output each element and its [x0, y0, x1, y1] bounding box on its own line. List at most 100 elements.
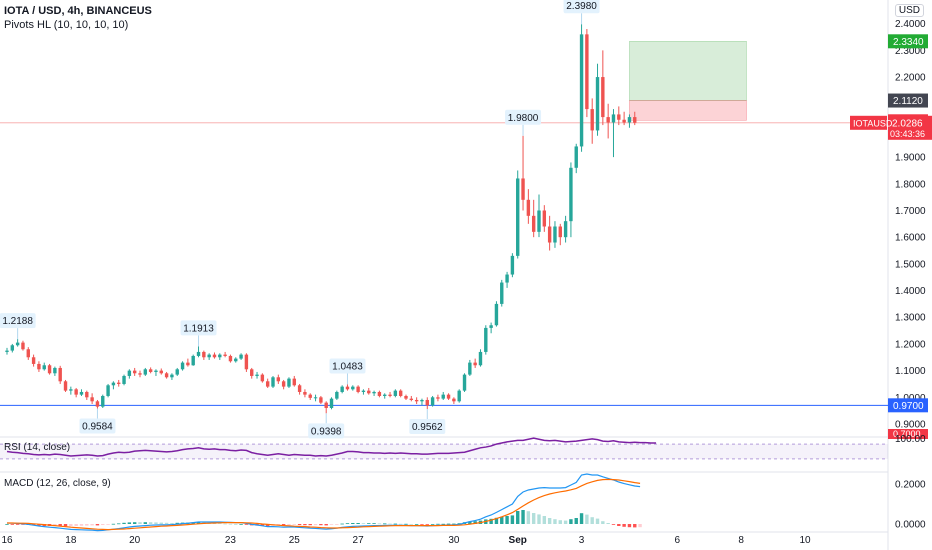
- macd-histogram-bar: [244, 524, 249, 525]
- y-tick-label: 1.1000: [895, 366, 926, 377]
- candle-body: [250, 369, 254, 376]
- candle-body: [622, 119, 626, 123]
- candle-body: [537, 210, 541, 232]
- candle-body: [425, 399, 429, 406]
- macd-histogram-bar: [356, 523, 360, 524]
- candle-body: [148, 369, 153, 372]
- candle-body: [356, 386, 360, 392]
- candle-body: [101, 395, 105, 407]
- y-tick-label: 1.0000: [895, 393, 926, 404]
- support-badge: [888, 398, 928, 413]
- candle-body: [10, 345, 15, 351]
- candle-body: [319, 397, 323, 403]
- currency-badge[interactable]: USD: [894, 4, 924, 17]
- candle-body: [457, 390, 461, 402]
- macd-histogram-bar: [627, 524, 632, 528]
- x-tick-label: 8: [738, 535, 744, 546]
- candle-body: [478, 351, 483, 366]
- candle-body: [313, 397, 318, 399]
- candle-body: [398, 390, 403, 396]
- candle-body: [69, 389, 73, 391]
- candle-body: [95, 401, 100, 407]
- macd-histogram-bar: [345, 523, 350, 524]
- candle-body: [191, 355, 195, 366]
- macd-histogram-bar: [585, 514, 589, 524]
- y-tick-label: 2.2000: [895, 73, 926, 84]
- candle-body: [542, 210, 547, 227]
- macd-histogram-bar: [329, 524, 334, 525]
- candle-body: [414, 399, 419, 402]
- candle-body: [590, 109, 594, 131]
- macd-histogram-bar: [595, 518, 600, 524]
- candle-body: [207, 354, 211, 358]
- candle-body: [212, 354, 217, 358]
- candle-body: [170, 374, 174, 378]
- macd-histogram-bar: [111, 523, 116, 525]
- candle-body: [494, 303, 499, 326]
- rsi-band: [0, 444, 888, 459]
- candle-body: [430, 397, 435, 406]
- symbol-title[interactable]: IOTA / USD, 4h, BINANCEUS: [4, 5, 152, 17]
- macd-histogram-bar: [15, 524, 20, 525]
- candle-body: [526, 199, 531, 216]
- candle-body: [393, 390, 398, 396]
- candle-body: [462, 374, 467, 391]
- x-tick-label: 18: [65, 535, 77, 546]
- macd-histogram-bar: [196, 522, 201, 524]
- macd-histogram-bar: [409, 524, 414, 525]
- macd-histogram-bar: [260, 524, 265, 526]
- candle-body: [47, 365, 52, 374]
- macd-histogram-bar: [414, 524, 419, 525]
- macd-histogram-bar: [90, 524, 94, 526]
- candle-body: [265, 381, 270, 387]
- macd-histogram-bar: [569, 519, 573, 524]
- macd-histogram-bar: [228, 523, 233, 525]
- macd-histogram-bar: [127, 522, 132, 524]
- candle-body: [595, 77, 600, 131]
- candle-body: [627, 117, 632, 123]
- candle-body: [510, 255, 515, 275]
- macd-histogram-bar: [313, 524, 318, 526]
- pivot-label-high: 1.1913: [183, 323, 214, 334]
- candle-body: [441, 394, 445, 399]
- rsi-label[interactable]: RSI (14, close): [4, 442, 71, 453]
- candle-body: [436, 397, 440, 399]
- pivot-label-box: [0, 313, 36, 329]
- candle-body: [335, 391, 339, 399]
- candle-body: [553, 226, 557, 243]
- candle-body: [388, 394, 392, 396]
- macd-histogram-bar: [547, 518, 552, 524]
- candle-body: [377, 391, 382, 396]
- macd-histogram-bar: [351, 523, 355, 524]
- macd-histogram-bar: [143, 522, 148, 524]
- macd-histogram-bar: [383, 523, 387, 525]
- macd-histogram-bar: [340, 523, 344, 525]
- macd-histogram-bar: [148, 522, 153, 524]
- macd-histogram-bar: [622, 524, 626, 527]
- candle-body: [234, 358, 238, 362]
- macd-label[interactable]: MACD (12, 26, close, 9): [4, 478, 111, 489]
- pivot-label-box: [79, 418, 116, 434]
- macd-histogram-bar: [159, 522, 163, 524]
- macd-histogram-bar: [404, 523, 408, 525]
- candle-body: [611, 114, 616, 123]
- candle-body: [260, 374, 265, 382]
- macd-tick-label: 0.2000: [895, 480, 926, 491]
- x-tick-label: 25: [289, 535, 301, 546]
- candle-body: [15, 342, 20, 346]
- candle-body: [633, 117, 637, 123]
- candle-body: [329, 398, 334, 408]
- macd-histogram-bar: [420, 524, 424, 525]
- x-tick-label: 23: [225, 535, 237, 546]
- macd-histogram-bar: [361, 523, 366, 524]
- indicator-label[interactable]: Pivots HL (10, 10, 10, 10): [4, 19, 129, 31]
- macd-histogram-bar: [537, 514, 541, 524]
- macd-histogram-bar: [398, 523, 403, 525]
- macd-histogram-bar: [10, 524, 15, 525]
- candle-body: [489, 325, 493, 328]
- macd-histogram-bar: [542, 516, 547, 524]
- candle-body: [372, 391, 376, 394]
- y-tick-label: 1.3000: [895, 313, 926, 324]
- macd-histogram-bar: [37, 524, 41, 526]
